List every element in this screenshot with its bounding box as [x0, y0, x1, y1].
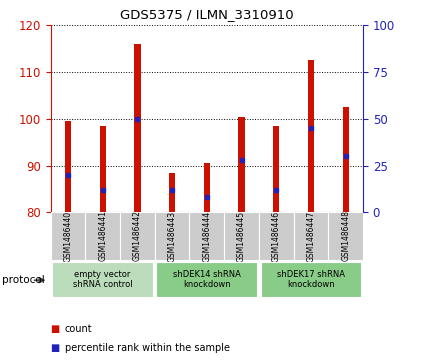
- Bar: [259, 212, 293, 260]
- Text: GSM1486445: GSM1486445: [237, 211, 246, 261]
- Text: GSM1486448: GSM1486448: [341, 211, 350, 261]
- Bar: [65, 121, 71, 212]
- Bar: [273, 126, 279, 212]
- Bar: [224, 212, 259, 260]
- Bar: [169, 173, 175, 212]
- Text: GSM1486440: GSM1486440: [63, 211, 73, 261]
- Title: GDS5375 / ILMN_3310910: GDS5375 / ILMN_3310910: [120, 8, 293, 21]
- Text: GSM1486446: GSM1486446: [272, 211, 281, 261]
- Bar: [120, 212, 155, 260]
- Text: protocol: protocol: [2, 275, 45, 285]
- Bar: [99, 126, 106, 212]
- Bar: [238, 117, 245, 212]
- Text: ■: ■: [51, 343, 60, 354]
- Text: GSM1486444: GSM1486444: [202, 211, 211, 261]
- Bar: [85, 212, 120, 260]
- Bar: [308, 61, 314, 212]
- Text: GSM1486443: GSM1486443: [168, 211, 176, 261]
- Bar: [51, 212, 85, 260]
- Text: GSM1486442: GSM1486442: [133, 211, 142, 261]
- Text: percentile rank within the sample: percentile rank within the sample: [65, 343, 230, 354]
- Bar: [157, 261, 257, 298]
- Bar: [52, 261, 153, 298]
- Text: empty vector
shRNA control: empty vector shRNA control: [73, 270, 132, 289]
- Text: GSM1486441: GSM1486441: [98, 211, 107, 261]
- Bar: [204, 163, 210, 212]
- Bar: [155, 212, 190, 260]
- Bar: [260, 261, 361, 298]
- Bar: [134, 44, 140, 212]
- Bar: [342, 107, 349, 212]
- Bar: [190, 212, 224, 260]
- Text: shDEK17 shRNA
knockdown: shDEK17 shRNA knockdown: [277, 270, 345, 289]
- Text: count: count: [65, 323, 92, 334]
- Text: ■: ■: [51, 323, 60, 334]
- Bar: [293, 212, 328, 260]
- Text: GSM1486447: GSM1486447: [306, 211, 315, 261]
- Text: shDEK14 shRNA
knockdown: shDEK14 shRNA knockdown: [173, 270, 241, 289]
- Bar: [328, 212, 363, 260]
